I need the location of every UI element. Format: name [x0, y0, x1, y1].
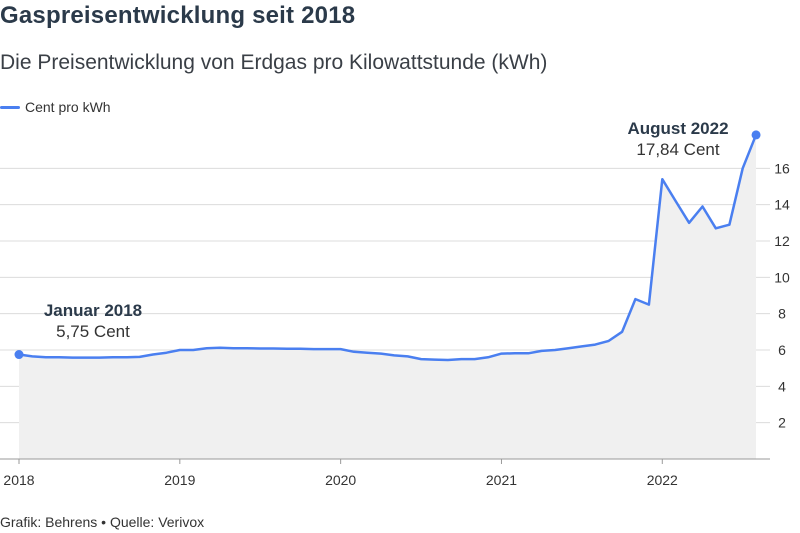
legend-label: Cent pro kWh — [25, 99, 111, 115]
y-tick-label: 6 — [778, 342, 786, 358]
chart-title: Gaspreisentwicklung seit 2018 — [0, 2, 356, 29]
end-point — [751, 130, 761, 140]
y-tick-labels: 2 4 6 8 10 12 14 16 — [774, 160, 790, 430]
y-tick-label: 16 — [774, 160, 790, 176]
y-tick-label: 8 — [778, 306, 786, 322]
y-tick-label: 10 — [774, 269, 790, 285]
y-tick-label: 12 — [774, 233, 790, 249]
annotation-end-value: 17,84 Cent — [636, 140, 719, 159]
annotation-start-value: 5,75 Cent — [56, 322, 130, 341]
x-tick-labels: 2018 2019 2020 2021 2022 — [3, 459, 678, 488]
x-tick-label: 2022 — [647, 472, 678, 488]
start-point — [14, 350, 24, 360]
x-tick-label: 2018 — [3, 472, 34, 488]
series-line — [18, 134, 758, 362]
y-tick-label: 4 — [778, 378, 786, 394]
area-fill — [19, 134, 756, 459]
annotation-end-title: August 2022 — [627, 119, 728, 138]
data-points — [14, 130, 761, 360]
chart-subtitle: Die Preisentwicklung von Erdgas pro Kilo… — [0, 51, 548, 74]
legend: Cent pro kWh — [0, 99, 111, 115]
x-tick-label: 2019 — [164, 472, 195, 488]
source-footer: Grafik: Behrens • Quelle: Verivox — [0, 514, 205, 530]
annotation-start-title: Januar 2018 — [44, 301, 142, 320]
y-tick-label: 14 — [774, 197, 790, 213]
x-tick-label: 2020 — [325, 472, 356, 488]
y-tick-label: 2 — [778, 415, 786, 431]
legend-line-swatch — [0, 105, 20, 109]
x-tick-label: 2021 — [486, 472, 517, 488]
